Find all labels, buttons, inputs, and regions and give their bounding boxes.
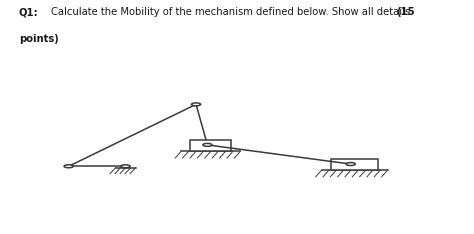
- Circle shape: [64, 165, 73, 168]
- Text: Q1:: Q1:: [19, 7, 39, 17]
- Text: points): points): [19, 34, 59, 44]
- Circle shape: [346, 163, 356, 165]
- Circle shape: [121, 165, 130, 168]
- Bar: [190, 140, 231, 151]
- Circle shape: [203, 143, 212, 146]
- Circle shape: [191, 103, 201, 106]
- Text: Calculate the Mobility of the mechanism defined below. Show all details: Calculate the Mobility of the mechanism …: [51, 7, 413, 17]
- Text: (15: (15: [396, 7, 415, 17]
- Bar: [331, 159, 378, 170]
